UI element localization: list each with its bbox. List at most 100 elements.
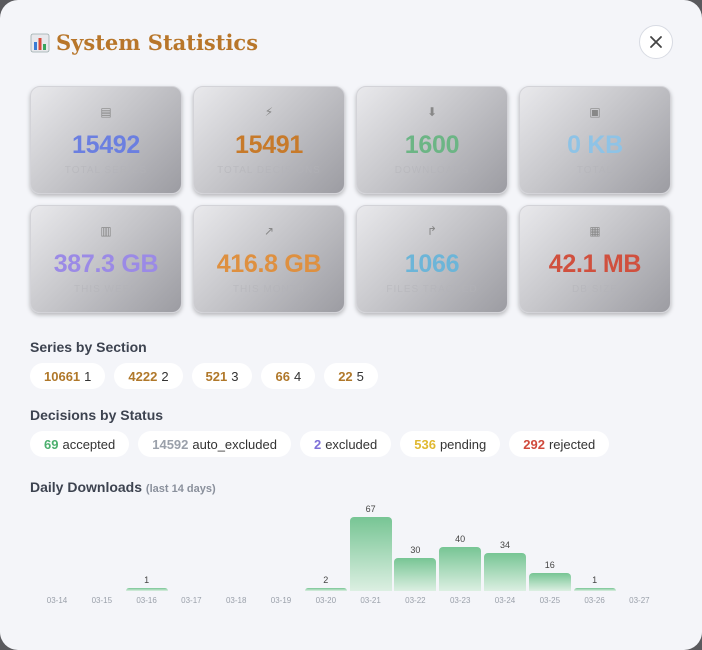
status-chip: 536 pending: [400, 431, 501, 457]
chip-count: 66: [275, 368, 290, 384]
stat-card: ▣ 0 KB TOTAL: [519, 86, 671, 194]
chart-column: 03-17: [170, 505, 212, 605]
stat-value: 416.8 GB: [216, 250, 322, 278]
chart-column: 16 03-25: [528, 505, 571, 605]
x-tick-label: 03-25: [539, 596, 561, 605]
chart-bar: [349, 517, 392, 591]
x-tick-label: 03-27: [629, 596, 650, 605]
chart-bar: [394, 557, 437, 591]
chip-count: 14592: [152, 436, 189, 452]
x-tick-label: 03-14: [46, 596, 68, 605]
chart-bar: [484, 553, 526, 591]
x-tick-label: 03-26: [584, 596, 605, 605]
x-tick-label: 03-24: [494, 596, 516, 605]
chip-label: auto_excluded: [192, 436, 277, 452]
close-icon: [650, 36, 662, 48]
bar-value-label: 40: [455, 533, 466, 544]
lightning-icon: ⚡: [264, 105, 274, 119]
stat-value: 387.3 GB: [53, 250, 159, 278]
x-tick-label: 03-22: [405, 596, 426, 605]
chip-label: 2: [161, 368, 169, 384]
stat-card: ↱ 1066 FILES TRACKED: [356, 205, 508, 313]
stat-card: ⚡ 15491 TOTAL DECISIONS: [193, 86, 345, 194]
stat-cards-grid: ▤ 15492 TOTAL SERIES ⚡ 15491 TOTAL DECISIONS ⬇…: [30, 86, 671, 313]
trend-up-icon: ↗: [263, 224, 275, 238]
bar-value-label: 2: [323, 575, 329, 585]
status-chip: 292 rejected: [509, 431, 610, 457]
status-chip: 2 excluded: [299, 431, 392, 457]
storage-icon: ▤: [100, 105, 112, 119]
stat-value: 1600: [404, 131, 460, 159]
chart-column: 34 03-24: [484, 505, 526, 605]
stat-card: ▦ 42.1 MB DB SIZE: [519, 205, 671, 313]
chart-column: 03-14: [36, 505, 78, 605]
chart-column: 40 03-23: [439, 505, 482, 605]
status-chip: 521 3: [191, 363, 253, 389]
bar-value-label: 30: [410, 544, 421, 555]
chart-bar: [528, 573, 571, 591]
stat-label: TOTAL DECISIONS: [217, 165, 321, 176]
status-chip: 14592 auto_excluded: [138, 431, 291, 457]
chip-count: 10661: [44, 368, 81, 384]
stat-card: ▤ 15492 TOTAL SERIES: [30, 86, 182, 194]
cabinet-icon: ▦: [589, 224, 601, 238]
chip-count: 521: [205, 368, 228, 384]
status-chip: 66 4: [261, 363, 316, 389]
chart-column: 03-19: [260, 505, 302, 605]
modal-title-text: System Statistics: [56, 30, 259, 55]
chip-count: 292: [523, 436, 545, 452]
chip-label: 1: [84, 368, 92, 384]
bar-value-label: 16: [544, 560, 555, 571]
stat-label: DB SIZE: [572, 284, 618, 295]
chip-count: 22: [338, 368, 353, 384]
chart-column: 2 03-20: [304, 505, 347, 605]
chip-count: 536: [414, 436, 436, 452]
x-tick-label: 03-18: [225, 596, 247, 605]
chip-count: 4222: [128, 368, 158, 384]
bar-value-label: 1: [144, 575, 150, 585]
chart-column: 1 03-16: [125, 505, 168, 605]
stat-value: 42.1 MB: [548, 250, 642, 278]
chart-column: 30 03-22: [394, 505, 437, 605]
inbox-icon: ▣: [589, 105, 601, 119]
close-button[interactable]: [639, 25, 673, 59]
chart-column: 67 03-21: [349, 504, 392, 605]
stat-label: THIS MONTH: [232, 284, 306, 295]
stat-label: THIS WEEK: [73, 284, 138, 295]
stat-label: DOWNLOADS: [394, 165, 470, 176]
chip-count: 69: [44, 436, 59, 452]
chart-column: 03-27: [618, 505, 660, 605]
chip-label: rejected: [548, 436, 596, 452]
chip-label: 5: [356, 368, 364, 384]
bar-chart-icon: ▥: [100, 224, 112, 238]
x-tick-label: 03-16: [136, 596, 157, 605]
status-chip: 69 accepted: [30, 431, 130, 457]
stat-card: ⬇ 1600 DOWNLOADS: [356, 86, 508, 194]
downloads-title: Daily Downloads: [30, 479, 143, 495]
stat-card: ▥ 387.3 GB THIS WEEK: [30, 205, 182, 313]
status-chip: 10661 1: [30, 363, 106, 389]
stat-value: 0 KB: [567, 131, 623, 159]
status-chip: 22 5: [324, 363, 378, 389]
bar-value-label: 34: [499, 540, 510, 551]
stat-label: TOTAL: [576, 165, 614, 176]
stat-card: ↗ 416.8 GB THIS MONTH: [193, 205, 345, 313]
chip-label: accepted: [62, 436, 116, 452]
chart-bar: [573, 588, 616, 591]
decisions-chip-list: 69 accepted 14592 auto_excluded 2 excluded 536…: [30, 431, 610, 457]
bar-chart-icon: [30, 33, 50, 53]
decisions-section-title: Decisions by Status: [30, 407, 164, 423]
chart-bar: [125, 588, 168, 591]
downloads-subtitle: (last 14 days): [145, 483, 216, 495]
chip-label: 3: [231, 368, 239, 384]
stat-label: FILES TRACKED: [386, 284, 478, 295]
x-tick-label: 03-19: [270, 596, 292, 605]
series-chip-list: 10661 1 4222 2 521 3 66 4 22 5: [30, 363, 378, 389]
chip-count: 2: [313, 436, 322, 452]
chart-bar: [439, 546, 482, 591]
x-tick-label: 03-15: [91, 596, 113, 605]
chart-bar: [304, 588, 347, 591]
download-icon: ⬇: [426, 105, 438, 119]
stat-value: 15492: [71, 131, 141, 159]
